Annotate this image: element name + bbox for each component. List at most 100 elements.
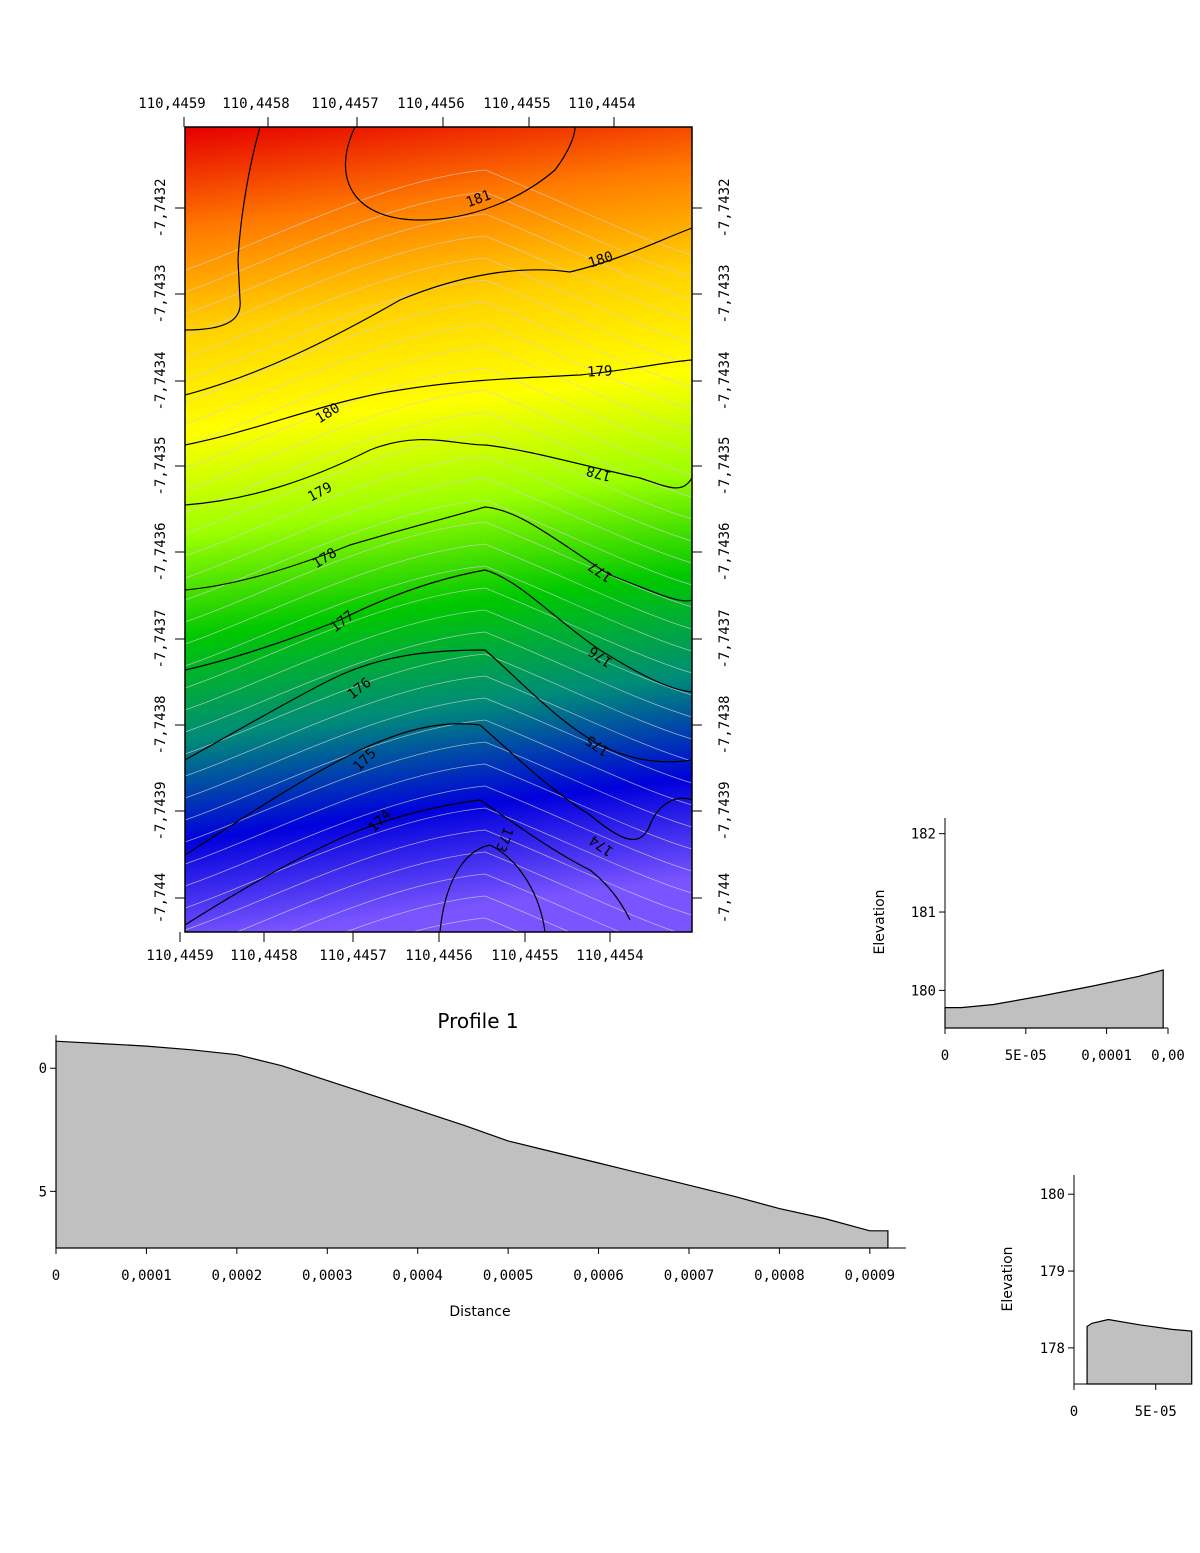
minor-contour-line	[185, 301, 692, 403]
map-right-tick-label: -7,7437	[717, 609, 733, 668]
minor-contour-line	[185, 169, 692, 271]
x-tick-label: 0,0001	[121, 1268, 172, 1284]
map-right-tick-label: -7,7438	[717, 695, 733, 754]
map-top-tick-label: 110,4456	[397, 96, 464, 112]
profile-1-x-label: Distance	[449, 1304, 510, 1320]
x-tick-label: 0,0003	[302, 1268, 353, 1284]
map-right-tick-label: -7,7435	[717, 436, 733, 495]
map-right-tick-label: -7,7432	[717, 178, 733, 237]
map-left-tick-label: -7,7437	[153, 609, 169, 668]
x-tick-label: 0,0001	[1081, 1048, 1132, 1064]
minor-contour-line	[185, 587, 692, 689]
minor-contour-line	[185, 345, 692, 447]
y-tick-label: 178	[1040, 1341, 1065, 1357]
x-tick-label: 0,0004	[392, 1268, 443, 1284]
minor-contour-line	[185, 191, 692, 293]
minor-contour-line	[185, 631, 692, 733]
x-tick-label: 0,0008	[754, 1268, 805, 1284]
contour-label: 179	[587, 363, 613, 380]
x-tick-label: 5E-05	[1005, 1048, 1047, 1064]
map-right-tick-label: -7,744	[717, 873, 733, 924]
map-top-tick-label: 110,4457	[311, 96, 378, 112]
minor-contour-line	[185, 411, 692, 513]
profile-2-area	[944, 969, 1164, 1029]
profile-1-title: Profile 1	[437, 1009, 518, 1033]
contour-line-175	[185, 723, 692, 856]
contour-lines	[185, 127, 692, 932]
minor-contour-line	[344, 895, 571, 932]
minor-contour-line	[185, 807, 692, 909]
minor-contour-line	[185, 455, 692, 557]
minor-contour-line	[185, 763, 692, 865]
profile-2-y-label: Elevation	[872, 889, 888, 954]
contour-line-179	[185, 439, 692, 506]
profile-1-area	[55, 1040, 889, 1249]
x-tick-label: 0,0006	[573, 1268, 624, 1284]
y-tick-label: 181	[911, 905, 936, 921]
map-left-tick-label: -7,7433	[153, 264, 169, 323]
map-top-tick-label: 110,4459	[138, 96, 205, 112]
minor-contour-line	[185, 565, 692, 667]
minor-contour-line	[185, 675, 692, 777]
y-tick-label: 5	[39, 1184, 47, 1200]
x-tick-label: 5E-05	[1135, 1404, 1177, 1420]
profile-3-axes: 180 179 178 0 5E-05	[1040, 1175, 1177, 1420]
map-left-tick-label: -7,7436	[153, 522, 169, 581]
map-right-tick-label: -7,7433	[717, 264, 733, 323]
contour-line-173	[439, 844, 546, 932]
minor-contour-line	[185, 829, 692, 931]
minor-contour-line	[185, 257, 692, 359]
minor-contour-line	[185, 389, 692, 491]
minor-contour-line	[185, 653, 692, 755]
profile-2-chart: 182 181 180 0 5E-05 0,0001 0,00 Elevation	[872, 818, 1185, 1064]
minor-contour-line	[185, 323, 692, 425]
x-tick-label: 0,0009	[845, 1268, 896, 1284]
map-left-tick-label: -7,7438	[153, 695, 169, 754]
profile-3-area	[1086, 1318, 1193, 1385]
map-bottom-tick-label: 110,4458	[230, 948, 297, 964]
minor-contour-line	[185, 279, 692, 381]
map-bottom-tick-label: 110,4457	[319, 948, 386, 964]
map-bottom-tick-label: 110,4459	[146, 948, 213, 964]
map-bottom-tick-label: 110,4456	[405, 948, 472, 964]
minor-contour-line	[185, 521, 692, 623]
y-tick-label: 180	[911, 983, 936, 999]
map-left-tick-label: -7,7434	[153, 351, 169, 410]
contour-line-180-lower	[185, 359, 692, 446]
minor-contour-line	[185, 697, 692, 799]
contour-line-181	[344, 127, 576, 221]
profile-3-y-label: Elevation	[1000, 1246, 1016, 1311]
map-axes: 110,4459 110,4459 110,4458 110,4458 110,4457…	[138, 96, 733, 964]
x-tick-label: 0,00	[1151, 1048, 1185, 1064]
minor-contour-line	[185, 543, 692, 645]
map-top-tick-label: 110,4458	[222, 96, 289, 112]
map-right-tick-label: -7,7434	[717, 351, 733, 410]
map-bottom-tick-label: 110,4454	[576, 948, 643, 964]
contour-line-178	[185, 506, 692, 602]
x-tick-label: 0,0007	[664, 1268, 715, 1284]
profile-1-chart: Profile 1 050 0,0001 0,0002 0,0003 0,0004 0,0…	[39, 1009, 906, 1320]
map-right-tick-label: -7,7436	[717, 522, 733, 581]
minor-contour-line	[185, 499, 692, 601]
contour-label: 180	[586, 249, 615, 272]
x-tick-label: 0	[52, 1268, 60, 1284]
minor-contour-line	[185, 741, 692, 843]
minor-contour-line	[185, 719, 692, 821]
contour-line-182	[185, 127, 261, 331]
contour-label: 178	[585, 462, 614, 484]
map-top-tick-label: 110,4455	[483, 96, 550, 112]
y-tick-label: 179	[1040, 1264, 1065, 1280]
map-left-tick-label: -7,7439	[153, 781, 169, 840]
x-tick-label: 0,0002	[212, 1268, 263, 1284]
map-right-tick-label: -7,7439	[717, 781, 733, 840]
profile-2-axes: 182 181 180 0 5E-05 0,0001 0,00	[911, 818, 1185, 1064]
minor-contour-line	[289, 873, 622, 932]
minor-contour-line	[236, 851, 678, 932]
contour-line-174	[185, 799, 631, 926]
minor-contour-line	[185, 213, 692, 315]
map-left-tick-label: -7,7432	[153, 178, 169, 237]
minor-contour-line	[185, 785, 692, 887]
profile-1-axes: 0 5 0 0,0001 0,0002 0,0003 0,0004 0,0005 0,0006 0…	[39, 1035, 906, 1284]
minor-contour-line	[411, 917, 520, 932]
